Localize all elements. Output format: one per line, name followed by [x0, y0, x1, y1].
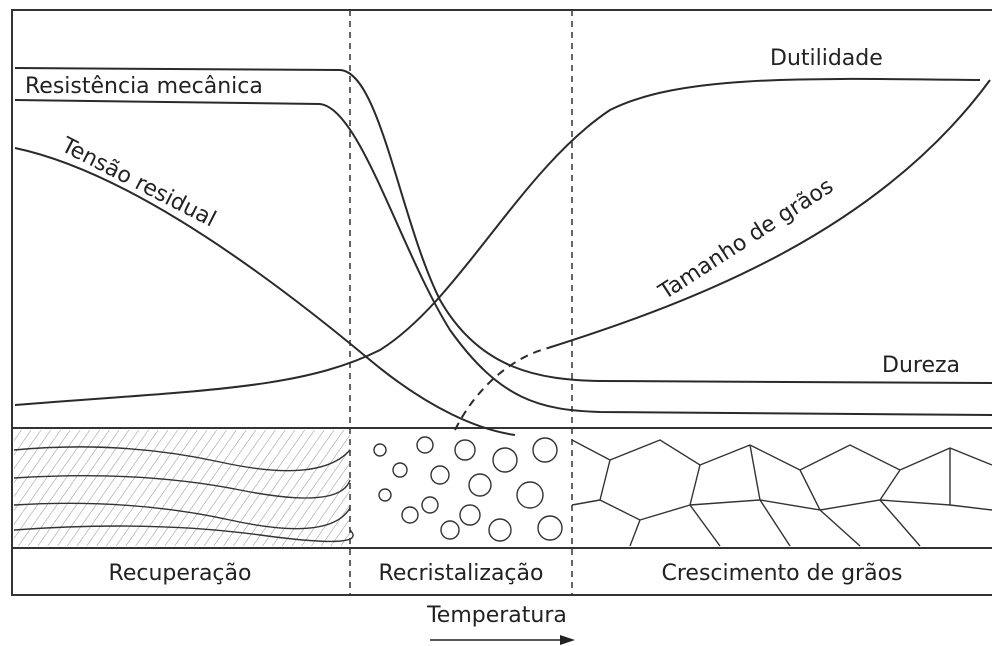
stage-label: Crescimento de grãos: [661, 561, 902, 586]
arrow: [430, 635, 575, 645]
curve-label: Tensão residual: [56, 133, 219, 233]
curve-label: Tamanho de grãos: [654, 174, 838, 306]
stage-label: Recristalização: [379, 561, 544, 586]
microstructure: [13, 430, 992, 547]
axis-label: Temperatura: [426, 603, 567, 628]
curves: [14, 67, 992, 436]
curve-label: Dutilidade: [770, 46, 883, 71]
curve-label: Resistência mecânica: [25, 74, 263, 99]
stage-label: Recuperação: [109, 561, 252, 586]
curve-label: Dureza: [882, 353, 960, 378]
